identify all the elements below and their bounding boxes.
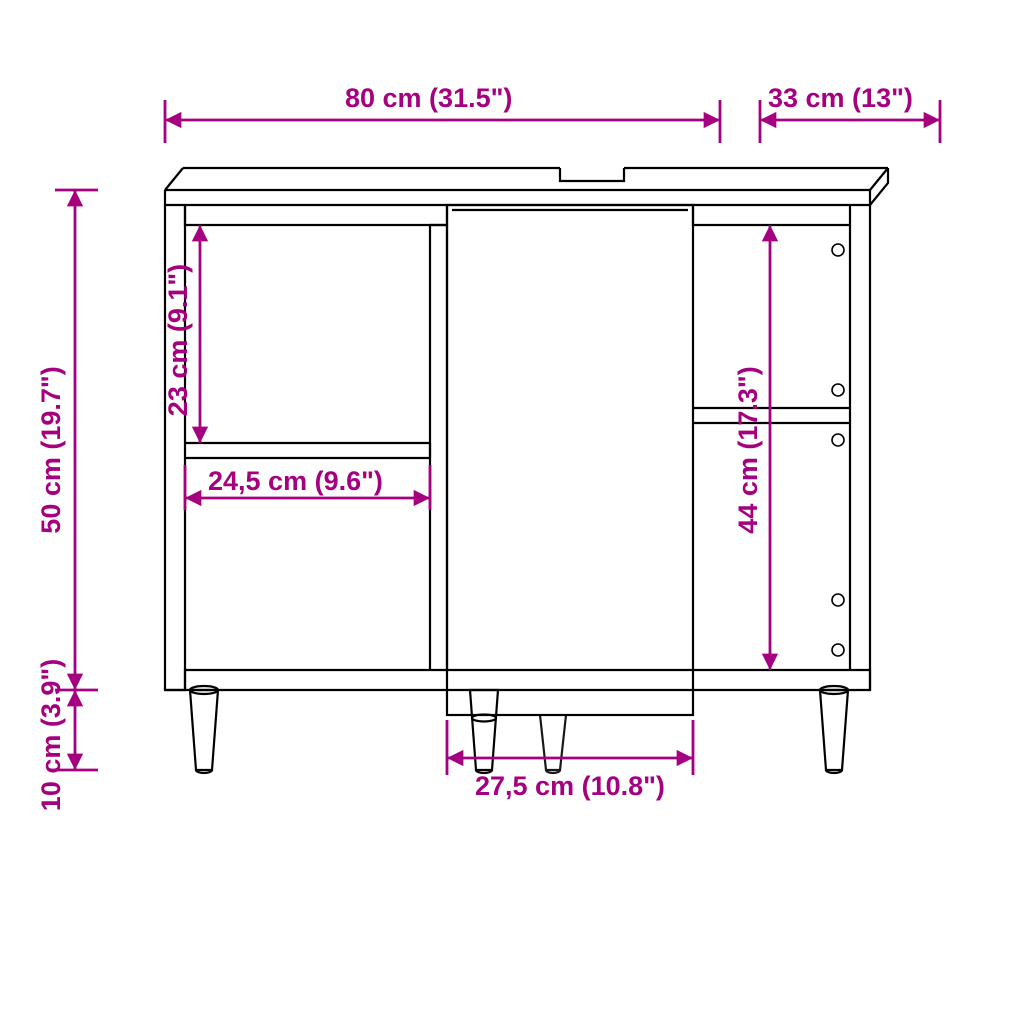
dimension-annotations: 80 cm (31.5") 33 cm (13") 50 cm (19.7") … [36, 83, 940, 811]
dim-height-total: 50 cm (19.7") [36, 190, 98, 690]
dim-leg-height: 10 cm (3.9") [36, 659, 98, 811]
dim-doorw-label: 27,5 cm (10.8") [475, 771, 665, 801]
dim-shelfw-label: 24,5 cm (9.6") [208, 466, 383, 496]
dim-width-label: 80 cm (31.5") [345, 83, 512, 113]
dim-door-width: 27,5 cm (10.8") [447, 720, 693, 801]
dim-depth: 33 cm (13") [760, 83, 940, 143]
dim-depth-label: 33 cm (13") [768, 83, 913, 113]
dim-innerh-label: 44 cm (17.3") [733, 366, 763, 533]
dim-shelf-height: 23 cm (9.1") [163, 225, 200, 443]
dim-shelf-width: 24,5 cm (9.6") [185, 465, 430, 510]
dim-shelfh-label: 23 cm (9.1") [163, 264, 193, 416]
dim-height-label: 50 cm (19.7") [36, 366, 66, 533]
dim-leg-label: 10 cm (3.9") [36, 659, 66, 811]
dim-width: 80 cm (31.5") [165, 83, 720, 143]
dim-inner-height: 44 cm (17.3") [733, 225, 770, 670]
